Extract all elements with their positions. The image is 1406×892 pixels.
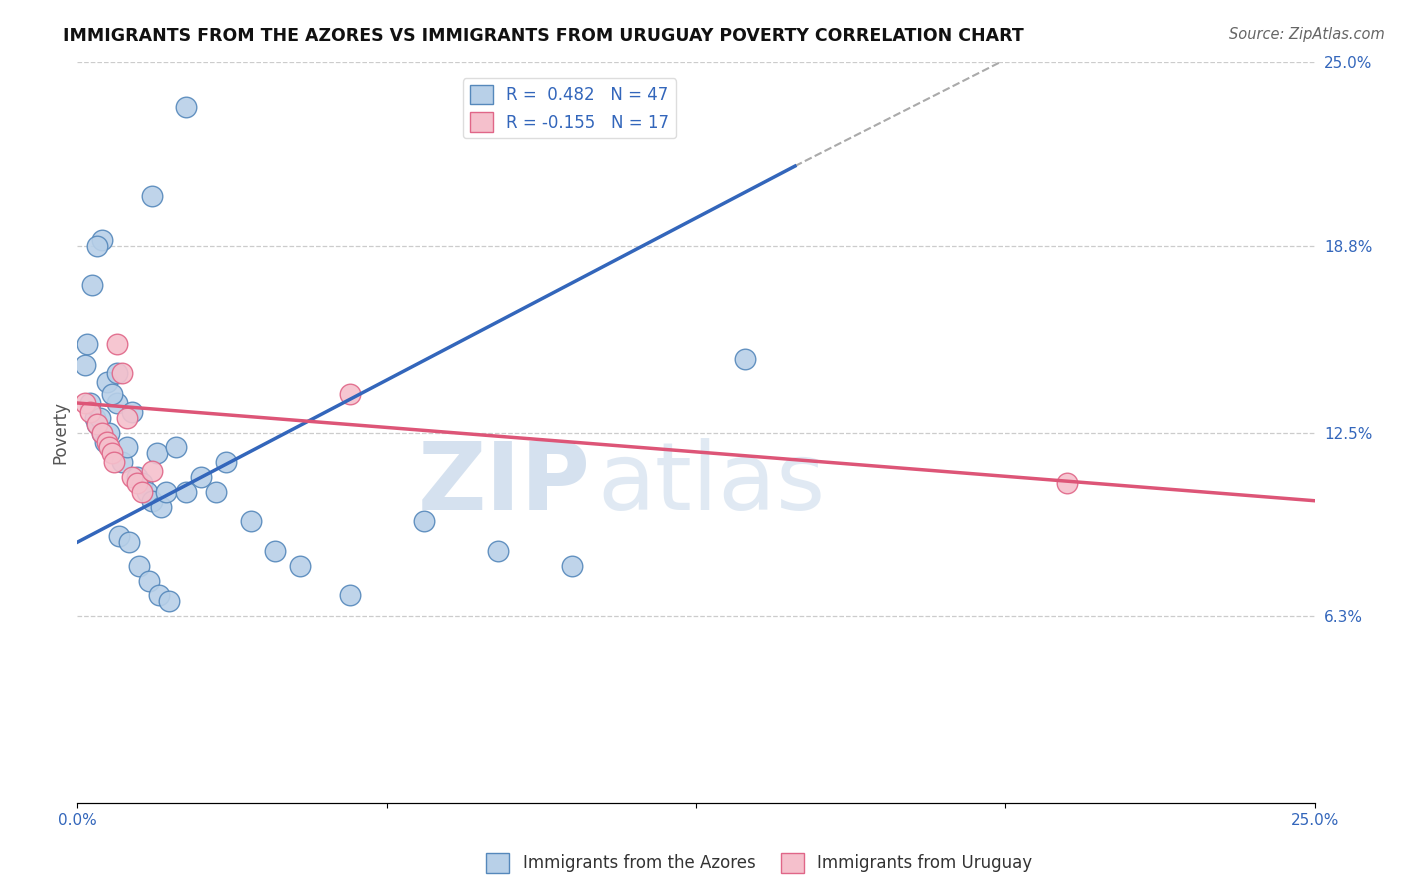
Point: [157, 594, 180, 608]
Text: Source: ZipAtlas.com: Source: ZipAtlas.com: [1229, 27, 1385, 42]
Point: [141, 493, 163, 508]
Point: [141, 464, 163, 478]
Point: [73, 358, 96, 372]
Legend: R =  0.482   N = 47, R = -0.155   N = 17: R = 0.482 N = 47, R = -0.155 N = 17: [463, 78, 676, 138]
Point: [101, 387, 124, 401]
Point: [93, 434, 115, 449]
Point: [111, 455, 134, 469]
Point: [174, 100, 197, 114]
Point: [105, 367, 128, 381]
Text: IMMIGRANTS FROM THE AZORES VS IMMIGRANTS FROM URUGUAY POVERTY CORRELATION CHART: IMMIGRANTS FROM THE AZORES VS IMMIGRANTS…: [63, 27, 1024, 45]
Point: [105, 396, 128, 410]
Point: [486, 544, 509, 558]
Point: [118, 535, 141, 549]
Point: [91, 233, 114, 247]
Point: [96, 434, 118, 449]
Point: [131, 484, 153, 499]
Point: [131, 475, 153, 490]
Point: [79, 405, 101, 419]
Point: [239, 515, 262, 529]
Point: [288, 558, 311, 573]
Point: [141, 188, 163, 202]
Point: [561, 558, 583, 573]
Text: atlas: atlas: [598, 439, 825, 531]
Point: [125, 475, 148, 490]
Point: [98, 425, 121, 440]
Point: [86, 417, 108, 431]
Point: [205, 484, 228, 499]
Point: [73, 396, 96, 410]
Point: [86, 417, 108, 431]
Point: [339, 589, 361, 603]
Point: [111, 367, 134, 381]
Y-axis label: Poverty: Poverty: [51, 401, 69, 464]
Point: [96, 376, 118, 390]
Point: [138, 574, 160, 588]
Point: [83, 410, 105, 425]
Point: [76, 336, 98, 351]
Text: ZIP: ZIP: [418, 439, 591, 531]
Point: [734, 351, 756, 366]
Point: [91, 425, 114, 440]
Point: [155, 484, 177, 499]
Point: [412, 515, 434, 529]
Point: [150, 500, 173, 514]
Point: [215, 455, 238, 469]
Point: [121, 405, 143, 419]
Point: [82, 277, 104, 292]
Point: [339, 387, 361, 401]
Point: [148, 589, 170, 603]
Point: [98, 441, 121, 455]
Point: [264, 544, 287, 558]
Point: [121, 470, 143, 484]
Point: [115, 410, 138, 425]
Point: [101, 446, 124, 460]
Point: [89, 410, 111, 425]
Point: [145, 446, 167, 460]
Point: [135, 484, 157, 499]
Point: [125, 470, 148, 484]
Point: [174, 484, 197, 499]
Point: [190, 470, 212, 484]
Point: [128, 558, 150, 573]
Point: [79, 396, 101, 410]
Point: [165, 441, 187, 455]
Point: [1056, 475, 1078, 490]
Point: [103, 455, 125, 469]
Point: [105, 336, 128, 351]
Point: [115, 441, 138, 455]
Point: [108, 529, 131, 543]
Legend: Immigrants from the Azores, Immigrants from Uruguay: Immigrants from the Azores, Immigrants f…: [479, 847, 1039, 880]
Point: [86, 239, 108, 253]
Point: [91, 425, 114, 440]
